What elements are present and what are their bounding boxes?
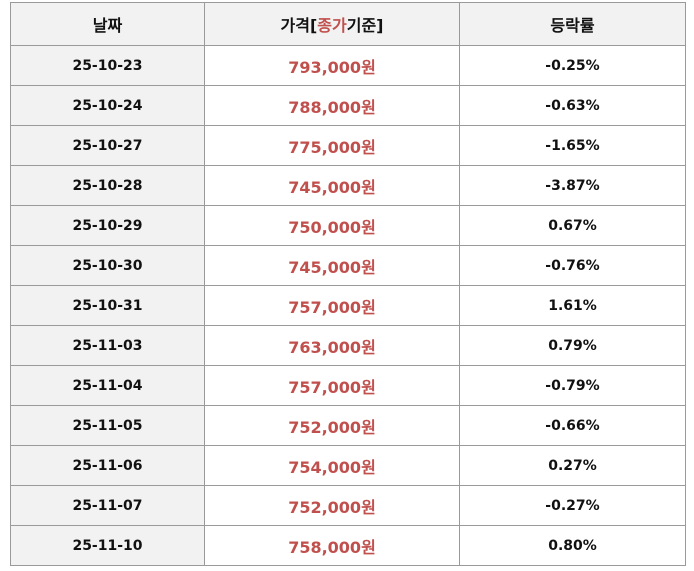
table-row: 25-10-28 745,000원 -3.87% <box>10 165 686 206</box>
date-cell: 25-10-31 <box>10 285 205 326</box>
header-text: 기준] <box>346 16 384 35</box>
date-cell: 25-11-07 <box>10 485 205 526</box>
table-body: 25-10-23 793,000원 -0.25% 25-10-24 788,000원 -0… <box>10 45 686 566</box>
table-row: 25-11-07 752,000원 -0.27% <box>10 485 686 526</box>
date-cell: 25-11-03 <box>10 325 205 366</box>
change-cell: -0.27% <box>459 485 686 526</box>
table-row: 25-11-06 754,000원 0.27% <box>10 445 686 486</box>
change-cell: -0.76% <box>459 245 686 286</box>
change-cell: -1.65% <box>459 125 686 166</box>
change-cell: -0.63% <box>459 85 686 126</box>
date-cell: 25-10-27 <box>10 125 205 166</box>
price-cell: 754,000원 <box>204 445 460 486</box>
date-cell: 25-11-04 <box>10 365 205 406</box>
change-cell: 0.79% <box>459 325 686 366</box>
header-cell: 등락률 <box>459 2 686 46</box>
header-text: 종가 <box>317 16 347 35</box>
date-cell: 25-11-05 <box>10 405 205 446</box>
price-cell: 758,000원 <box>204 525 460 566</box>
date-cell: 25-11-10 <box>10 525 205 566</box>
price-table: 날짜 가격[종가기준] 등락률 25-10-23 793,000원 -0.25% 25… <box>10 2 686 566</box>
price-cell: 793,000원 <box>204 45 460 86</box>
table-row: 25-10-27 775,000원 -1.65% <box>10 125 686 166</box>
header-row: 날짜 가격[종가기준] 등락률 <box>10 2 686 46</box>
price-cell: 750,000원 <box>204 205 460 246</box>
table-row: 25-11-10 758,000원 0.80% <box>10 525 686 566</box>
change-cell: 0.80% <box>459 525 686 566</box>
header-text: 가격[ <box>280 16 318 35</box>
date-cell: 25-10-24 <box>10 85 205 126</box>
change-cell: -0.25% <box>459 45 686 86</box>
header-cell: 가격[종가기준] <box>204 2 460 46</box>
price-cell: 752,000원 <box>204 405 460 446</box>
date-cell: 25-10-23 <box>10 45 205 86</box>
header-cell: 날짜 <box>10 2 205 46</box>
price-cell: 757,000원 <box>204 365 460 406</box>
date-cell: 25-10-30 <box>10 245 205 286</box>
change-cell: -3.87% <box>459 165 686 206</box>
price-cell: 745,000원 <box>204 165 460 206</box>
change-cell: 0.67% <box>459 205 686 246</box>
price-cell: 763,000원 <box>204 325 460 366</box>
table-row: 25-11-04 757,000원 -0.79% <box>10 365 686 406</box>
table-row: 25-11-05 752,000원 -0.66% <box>10 405 686 446</box>
change-cell: -0.66% <box>459 405 686 446</box>
date-cell: 25-10-29 <box>10 205 205 246</box>
date-cell: 25-10-28 <box>10 165 205 206</box>
price-cell: 752,000원 <box>204 485 460 526</box>
price-cell: 775,000원 <box>204 125 460 166</box>
table-row: 25-10-23 793,000원 -0.25% <box>10 45 686 86</box>
change-cell: 1.61% <box>459 285 686 326</box>
table-row: 25-10-31 757,000원 1.61% <box>10 285 686 326</box>
price-cell: 745,000원 <box>204 245 460 286</box>
price-cell: 757,000원 <box>204 285 460 326</box>
price-cell: 788,000원 <box>204 85 460 126</box>
change-cell: -0.79% <box>459 365 686 406</box>
date-cell: 25-11-06 <box>10 445 205 486</box>
table-row: 25-10-29 750,000원 0.67% <box>10 205 686 246</box>
table-row: 25-10-30 745,000원 -0.76% <box>10 245 686 286</box>
table-row: 25-10-24 788,000원 -0.63% <box>10 85 686 126</box>
table-row: 25-11-03 763,000원 0.79% <box>10 325 686 366</box>
change-cell: 0.27% <box>459 445 686 486</box>
